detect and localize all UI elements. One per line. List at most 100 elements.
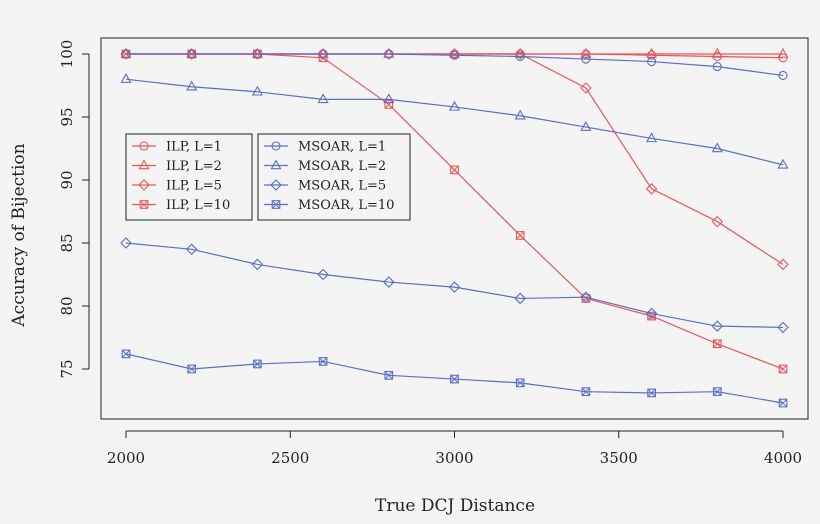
data-point	[186, 80, 198, 91]
legend-item: MSOAR, L=2	[264, 159, 386, 174]
data-point	[450, 165, 459, 175]
legend-marker	[138, 159, 150, 170]
series-5	[121, 49, 788, 80]
data-point	[383, 276, 395, 288]
series-6	[120, 73, 789, 169]
legend-marker	[271, 200, 281, 209]
data-point	[514, 292, 526, 305]
x-axis: 2000 2500 3000 3500 4000	[107, 430, 802, 467]
data-point	[251, 47, 263, 58]
data-point	[515, 378, 525, 388]
data-point	[580, 120, 592, 131]
legend-label: ILP, L=2	[166, 159, 222, 174]
data-point	[186, 47, 198, 58]
data-point	[778, 398, 788, 408]
series-line	[125, 78, 784, 166]
legend-marker	[270, 159, 282, 170]
data-point	[778, 70, 788, 80]
legend-label: ILP, L=5	[166, 179, 222, 194]
legend-label: ILP, L=10	[166, 198, 230, 213]
data-point	[581, 54, 591, 64]
legend-item: ILP, L=2	[132, 159, 222, 174]
data-point	[317, 93, 329, 104]
data-point	[187, 49, 197, 59]
data-point	[778, 364, 788, 374]
legend-box-ilp: ILP, L=1 ILP, L=2 ILP, L=5 ILP, L=10	[125, 133, 253, 221]
data-point	[384, 100, 394, 109]
data-point	[384, 370, 394, 380]
legend-marker	[139, 141, 149, 151]
x-tick-label: 2500	[271, 449, 309, 467]
data-point	[647, 57, 657, 67]
y-tick-label: 75	[58, 359, 76, 378]
plot-frame	[100, 37, 809, 420]
data-point	[777, 47, 789, 58]
legend-item: MSOAR, L=10	[264, 198, 394, 213]
legend-marker	[139, 200, 149, 209]
data-point	[252, 49, 262, 59]
data-point	[712, 62, 722, 72]
data-point	[580, 82, 592, 94]
data-point	[646, 132, 658, 143]
x-tick-label: 3000	[435, 449, 473, 467]
data-point	[580, 47, 592, 58]
data-point	[711, 215, 724, 228]
legend-label: ILP, L=1	[166, 140, 222, 155]
data-point	[777, 321, 789, 334]
data-point	[448, 100, 461, 111]
y-tick-label: 80	[58, 296, 76, 315]
data-point	[318, 357, 328, 366]
legend-item: ILP, L=10	[132, 198, 230, 213]
data-point	[318, 49, 328, 59]
x-axis-title: True DCJ Distance	[375, 496, 535, 516]
data-point	[645, 307, 658, 320]
data-point	[251, 85, 263, 96]
data-point	[120, 73, 132, 83]
series-line	[125, 242, 784, 329]
data-point	[711, 320, 724, 332]
x-tick-label: 4000	[764, 449, 802, 467]
legend-label: MSOAR, L=1	[298, 140, 386, 155]
legend-item: ILP, L=1	[132, 140, 222, 155]
y-tick-label: 85	[58, 233, 76, 252]
data-point	[448, 281, 461, 293]
series-layer	[120, 47, 789, 408]
legend-marker	[270, 179, 282, 191]
data-point	[383, 93, 395, 104]
series-7	[120, 237, 789, 334]
data-point	[448, 47, 461, 58]
data-point	[185, 243, 198, 256]
legend-label: MSOAR, L=10	[298, 198, 394, 213]
x-tick-label: 2000	[107, 449, 145, 467]
data-point	[514, 48, 526, 60]
data-point	[515, 51, 525, 62]
data-point	[120, 237, 132, 249]
legend-item: ILP, L=5	[132, 179, 222, 194]
data-point	[647, 388, 656, 398]
data-point	[121, 49, 131, 59]
data-point	[580, 291, 592, 303]
data-point	[712, 339, 722, 349]
data-point	[515, 231, 525, 240]
data-point	[450, 374, 459, 384]
data-point	[711, 47, 723, 58]
series-8	[121, 349, 788, 408]
data-point	[712, 387, 722, 397]
data-point	[383, 47, 395, 58]
legend-marker	[271, 141, 281, 151]
data-point	[317, 268, 329, 281]
data-point	[645, 183, 658, 195]
data-point	[187, 364, 197, 374]
legend-item: MSOAR, L=5	[264, 179, 386, 194]
legend-label: MSOAR, L=2	[298, 159, 386, 174]
legend-label: MSOAR, L=5	[298, 179, 386, 194]
data-point	[777, 158, 789, 169]
data-point	[251, 258, 264, 271]
series-line	[126, 53, 784, 77]
data-point	[384, 49, 394, 59]
data-point	[711, 142, 723, 153]
y-tick-label: 95	[58, 107, 76, 126]
data-point	[253, 359, 262, 369]
data-point	[120, 47, 132, 58]
